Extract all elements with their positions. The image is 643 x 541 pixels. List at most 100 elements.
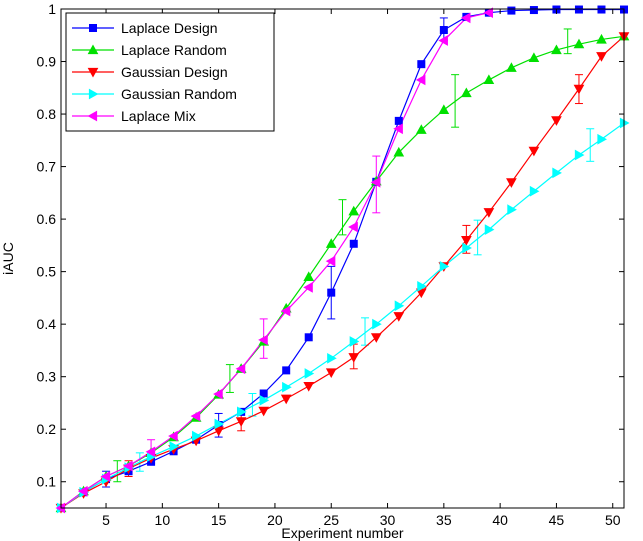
laplace-design-point xyxy=(304,333,313,342)
gaussian-random-line xyxy=(60,122,625,509)
laplace-mix-point xyxy=(348,221,358,233)
gaussian-random-point xyxy=(552,167,562,179)
x-tick-label: 35 xyxy=(436,512,452,528)
laplace-random-error-bar xyxy=(338,199,347,236)
laplace-mix-point xyxy=(460,12,471,24)
legend-label: Laplace Design xyxy=(121,20,218,36)
gaussian-random-point xyxy=(507,204,517,216)
x-tick-label: 50 xyxy=(605,512,621,528)
legend-marker xyxy=(89,24,97,32)
laplace-design-point xyxy=(529,6,538,15)
laplace-mix-point xyxy=(280,305,291,317)
gaussian-random-point xyxy=(169,441,180,452)
laplace-mix-point xyxy=(303,282,313,293)
gaussian-random-error-bar xyxy=(361,317,370,346)
laplace-mix-point xyxy=(190,410,201,422)
gaussian-random-point xyxy=(192,430,202,442)
gaussian-random-point xyxy=(529,185,540,197)
x-tick-label: 40 xyxy=(492,512,508,528)
laplace-mix-point xyxy=(258,334,268,346)
laplace-design-point xyxy=(349,239,358,248)
gaussian-design-point xyxy=(551,116,562,126)
laplace-random-point xyxy=(415,124,427,134)
legend-label: Laplace Mix xyxy=(121,108,196,124)
y-tick-label: 1 xyxy=(48,1,56,17)
legend-marker xyxy=(87,44,99,55)
laplace-mix-point xyxy=(123,460,133,472)
x-axis-label: Experiment number xyxy=(281,525,404,541)
laplace-design-point xyxy=(417,60,426,69)
gaussian-design-point xyxy=(461,236,472,246)
legend-entry-laplace-design: Laplace Design xyxy=(72,20,218,36)
y-tick-label: 0.1 xyxy=(37,474,57,490)
laplace-mix-point xyxy=(370,176,381,188)
gaussian-design-point xyxy=(258,406,270,417)
x-tick-label: 15 xyxy=(211,512,227,528)
legend-marker xyxy=(88,88,99,100)
gaussian-design-point xyxy=(370,333,382,343)
x-tick-label: 10 xyxy=(155,512,171,528)
gaussian-random-point xyxy=(237,406,247,418)
gaussian-random-point xyxy=(484,224,495,235)
legend-entry-gaussian-design: Gaussian Design xyxy=(72,64,228,80)
laplace-mix-point xyxy=(415,74,426,86)
laplace-random-point xyxy=(303,271,315,281)
laplace-random-point xyxy=(506,62,517,72)
gaussian-design-point xyxy=(325,368,337,379)
gaussian-random-error-bar xyxy=(586,128,595,162)
gaussian-random-point xyxy=(597,133,608,145)
laplace-random-point xyxy=(461,87,472,98)
gaussian-design-point xyxy=(506,178,517,188)
plot-frame xyxy=(60,8,625,509)
gaussian-design-point xyxy=(596,52,607,62)
laplace-design-point xyxy=(507,6,516,15)
laplace-mix-point xyxy=(145,446,156,458)
gaussian-random-point xyxy=(439,261,450,272)
laplace-mix-point xyxy=(438,35,448,46)
laplace-design-point xyxy=(439,26,448,35)
laplace-mix-point xyxy=(325,255,336,267)
legend-label: Laplace Random xyxy=(121,42,227,58)
axis-ticks-layer: 5 10 15 20 25 30 35 40 45 50 0.1 0.2 0.3 0.4 0.5 0.6 0.7… xyxy=(37,1,624,528)
x-tick-label: 30 xyxy=(380,512,396,528)
laplace-random-point xyxy=(573,38,585,49)
x-tick-label: 45 xyxy=(549,512,565,528)
y-tick-label: 0.8 xyxy=(37,106,57,122)
gaussian-design-point xyxy=(235,417,247,427)
laplace-design-point xyxy=(574,5,583,14)
legend-marker xyxy=(87,67,99,78)
y-tick-label: 0.9 xyxy=(37,54,57,70)
series-markers-layer xyxy=(55,5,630,514)
gaussian-random-point xyxy=(372,318,382,330)
gaussian-random-point xyxy=(282,381,292,393)
laplace-random-point xyxy=(528,52,540,62)
gaussian-random-point xyxy=(259,394,270,406)
laplace-random-point xyxy=(325,238,337,248)
y-tick-label: 0.3 xyxy=(37,369,57,385)
laplace-random-point xyxy=(483,74,495,85)
gaussian-random-point xyxy=(574,149,585,161)
y-tick-label: 0.5 xyxy=(37,264,57,280)
gaussian-design-point xyxy=(528,146,540,157)
y-tick-label: 0.2 xyxy=(37,421,57,437)
y-tick-label: 0.7 xyxy=(37,159,57,175)
laplace-design-point xyxy=(282,366,291,375)
gaussian-random-point xyxy=(462,242,472,254)
gaussian-design-point xyxy=(483,208,495,218)
gaussian-design-point xyxy=(280,394,292,405)
y-tick-label: 0.4 xyxy=(37,316,57,332)
laplace-design-point xyxy=(327,288,336,297)
gaussian-design-point xyxy=(303,382,315,392)
laplace-random-error-bar xyxy=(225,364,234,393)
gaussian-random-point xyxy=(214,418,225,430)
gaussian-design-point xyxy=(393,312,405,322)
legend-label: Gaussian Design xyxy=(121,64,228,80)
laplace-mix-point xyxy=(77,485,88,497)
laplace-mix-point xyxy=(393,123,403,135)
gaussian-design-point xyxy=(213,426,224,437)
gaussian-design-point xyxy=(348,353,360,363)
legend-entry-gaussian-random: Gaussian Random xyxy=(72,86,237,102)
laplace-random-error-bar xyxy=(563,28,572,55)
laplace-design-point xyxy=(259,389,268,398)
